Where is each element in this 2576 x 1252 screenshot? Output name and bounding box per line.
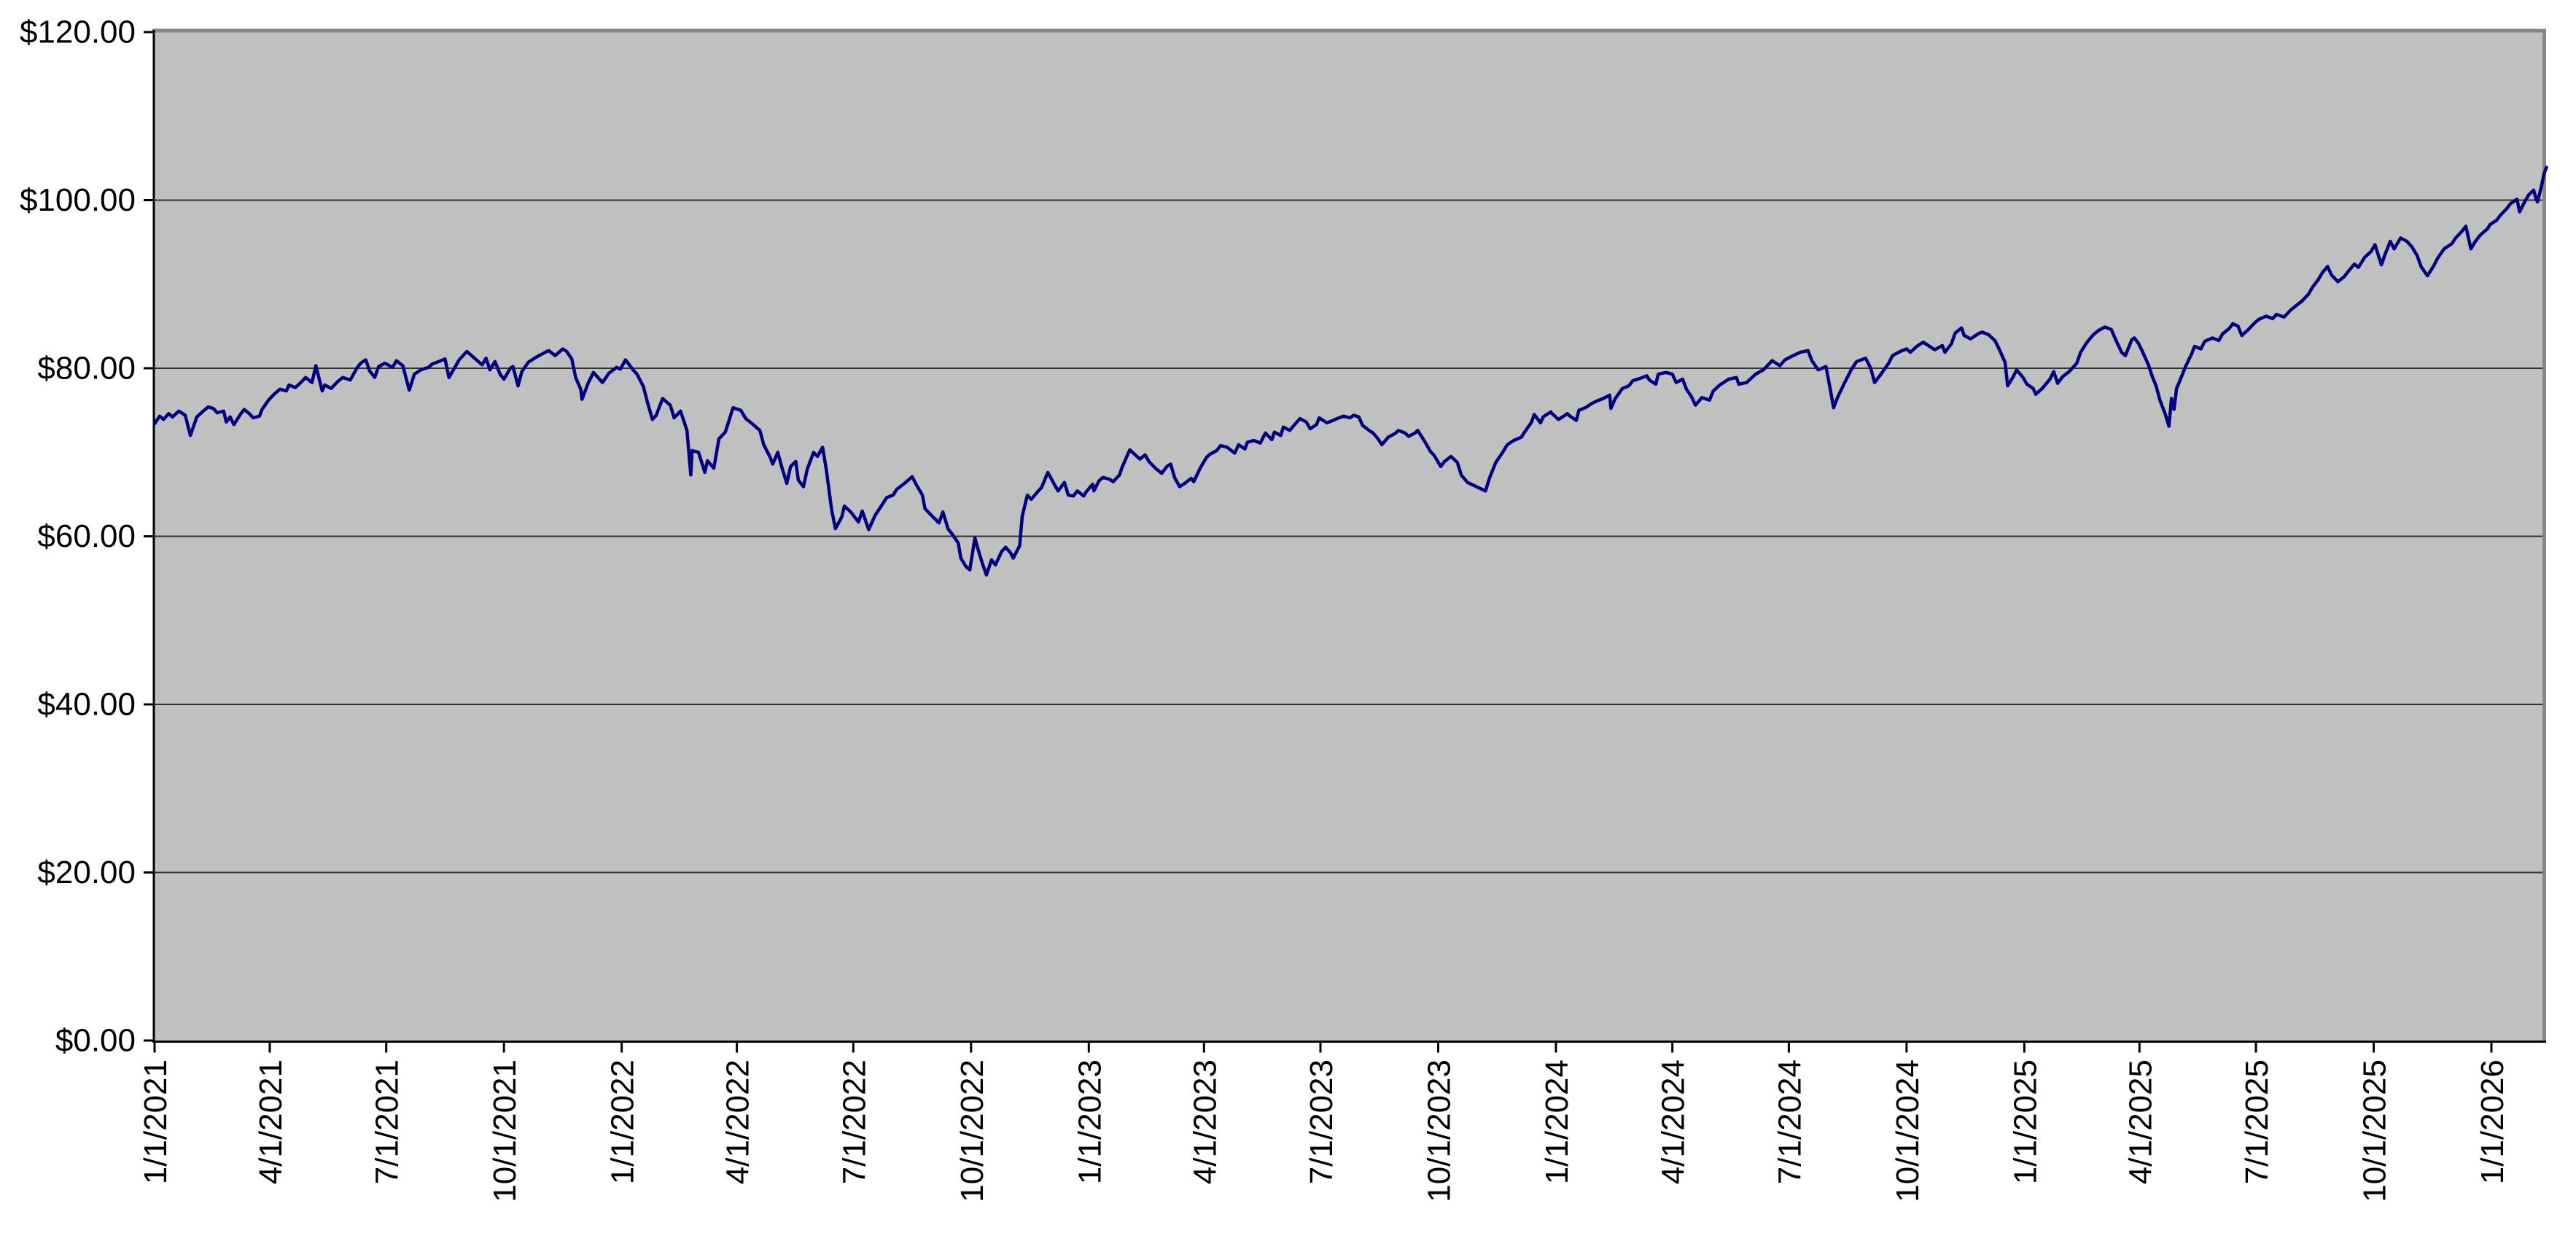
x-axis-label: 1/1/2022 [605, 1059, 641, 1184]
x-axis-label: 4/1/2024 [1656, 1059, 1692, 1184]
x-axis-label: 10/1/2023 [1421, 1059, 1457, 1202]
x-axis-label: 4/1/2023 [1187, 1059, 1223, 1184]
price-series-line [152, 166, 2548, 577]
x-axis-label: 10/1/2024 [1890, 1059, 1926, 1202]
x-axis-label: 1/1/2021 [138, 1059, 174, 1184]
y-axis-label: $60.00 [37, 518, 136, 554]
x-axis-label: 7/1/2023 [1304, 1059, 1339, 1184]
y-axis-label: $0.00 [55, 1023, 136, 1059]
x-axis-label: 10/1/2021 [487, 1059, 523, 1202]
x-axis-label: 10/1/2022 [954, 1059, 990, 1202]
x-axis-label: 1/1/2026 [2475, 1059, 2510, 1184]
x-axis-label: 7/1/2022 [836, 1059, 872, 1184]
y-axis-label: $80.00 [37, 351, 136, 386]
x-axis-label: 10/1/2025 [2357, 1059, 2393, 1202]
x-axis-label: 1/1/2025 [2007, 1059, 2043, 1184]
y-axis-label: $40.00 [37, 687, 136, 723]
y-axis-label: $100.00 [20, 182, 136, 218]
x-axis-label: 1/1/2023 [1072, 1059, 1108, 1184]
x-axis-label: 4/1/2025 [2122, 1059, 2158, 1184]
x-axis-label: 7/1/2025 [2239, 1059, 2275, 1184]
x-axis-label: 4/1/2022 [720, 1059, 756, 1184]
x-axis-label: 1/1/2024 [1539, 1059, 1575, 1184]
y-axis-label: $120.00 [20, 15, 136, 50]
x-axis-label: 4/1/2021 [253, 1059, 289, 1184]
x-axis-label: 7/1/2024 [1772, 1059, 1808, 1184]
x-axis-label: 7/1/2021 [370, 1059, 405, 1184]
y-axis-label: $20.00 [37, 855, 136, 890]
